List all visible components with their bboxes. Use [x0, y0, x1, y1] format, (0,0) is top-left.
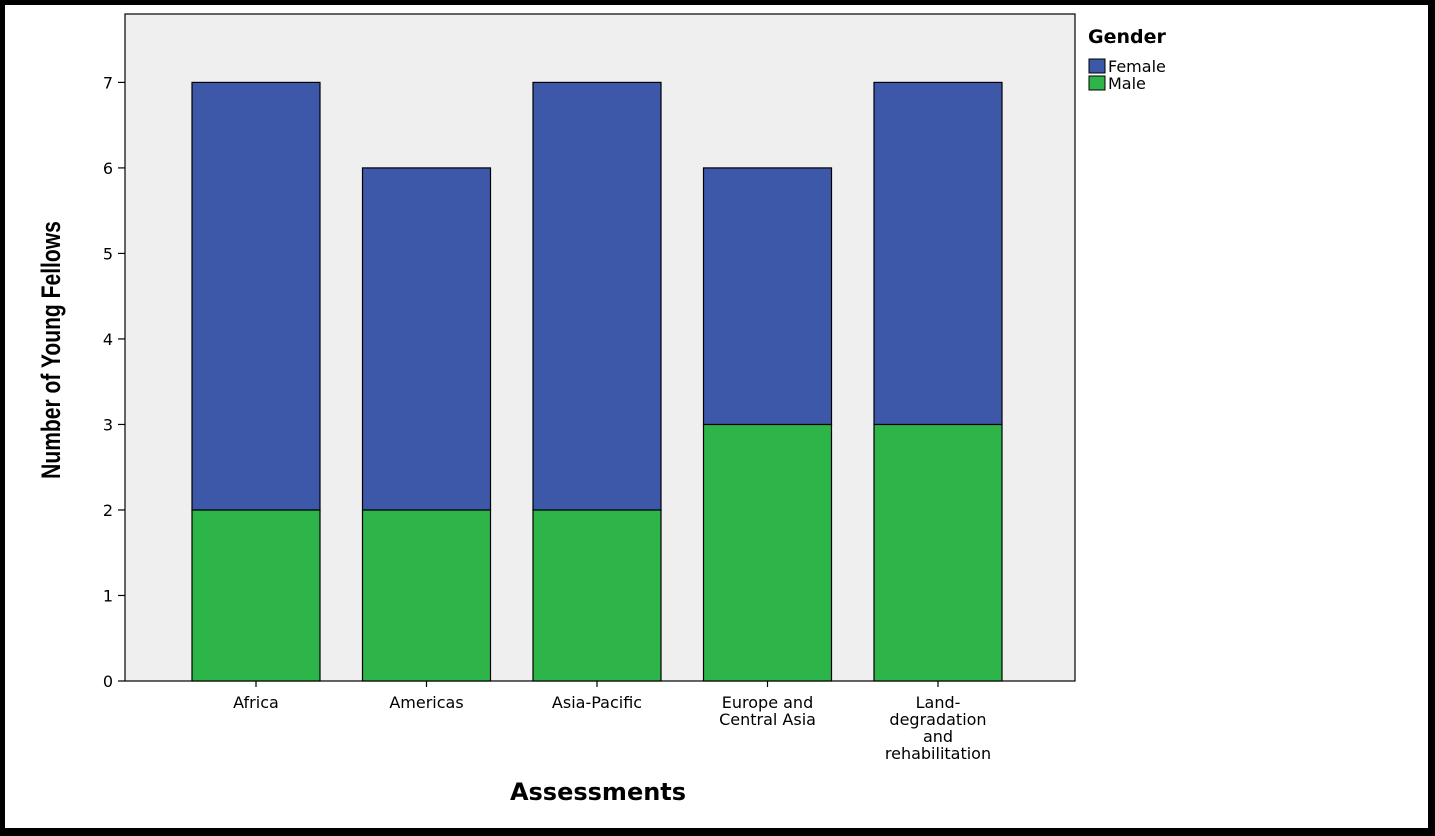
legend-label-male: Male — [1108, 74, 1146, 93]
x-tick-label: Africa — [233, 693, 279, 712]
legend-swatch-female — [1088, 58, 1106, 74]
bar-female — [532, 81, 662, 511]
y-axis-title: Number of Young Fellows — [37, 221, 67, 479]
y-tick-label: 7 — [103, 73, 113, 92]
bar-male — [532, 509, 662, 682]
y-tick-label: 0 — [103, 672, 113, 691]
legend-swatch-male — [1088, 75, 1106, 91]
x-tick-label: Americas — [389, 693, 463, 712]
y-axis: 0 1 2 3 4 5 6 7 — [103, 73, 125, 691]
x-axis: Africa Americas Asia-Pacific Europe and Cent… — [233, 681, 991, 763]
x-tick-label: Land-degradation and rehabilitation — [885, 693, 991, 763]
legend-label-female: Female — [1108, 57, 1166, 76]
stacked-bar-chart: 0 1 2 3 4 5 6 7 Africa Americas Asia-Pacific Europ… — [37, 13, 1166, 806]
y-tick-label: 6 — [103, 159, 113, 178]
x-tick-label: Europe and Central Asia — [719, 693, 816, 729]
bar-female — [361, 167, 492, 511]
bar-male — [702, 423, 833, 682]
bar-male — [873, 423, 1003, 682]
x-tick-label: Asia-Pacific — [552, 693, 642, 712]
bar-female — [873, 81, 1003, 426]
y-tick-label: 2 — [103, 501, 113, 520]
y-tick-label: 3 — [103, 415, 113, 434]
bars-layer — [191, 81, 1003, 682]
chart-frame: 0 1 2 3 4 5 6 7 Africa Americas Asia-Pacific Europ… — [5, 5, 1428, 828]
bar-male — [361, 509, 492, 682]
legend-title: Gender — [1088, 26, 1166, 48]
bar-female — [191, 81, 321, 511]
x-axis-title: Assessments — [510, 778, 686, 806]
bar-female — [702, 167, 833, 426]
y-tick-label: 5 — [103, 244, 113, 263]
y-tick-label: 4 — [103, 330, 113, 349]
y-tick-label: 1 — [103, 586, 113, 605]
bar-male — [191, 509, 321, 682]
